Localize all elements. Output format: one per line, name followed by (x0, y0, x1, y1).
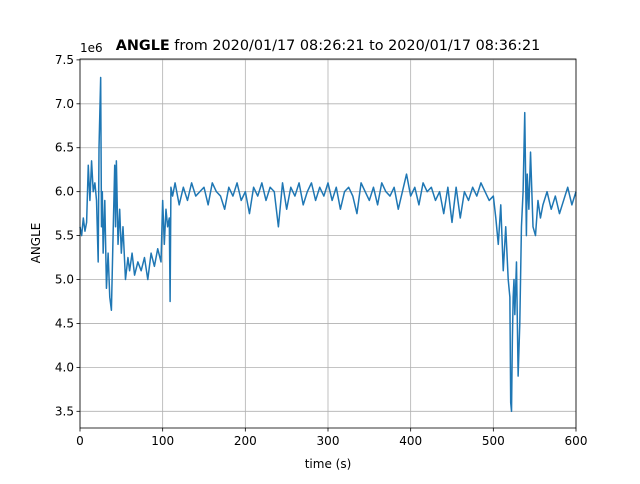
y-tick-label: 7.5 (55, 53, 74, 67)
x-tick-label: 400 (399, 434, 422, 448)
y-axis-label: ANGLE (29, 223, 43, 264)
x-tick-label: 0 (76, 434, 84, 448)
y-tick-label: 6.0 (55, 185, 74, 199)
y-tick-label: 3.5 (55, 404, 74, 418)
data-line (79, 76, 577, 413)
x-tick-label: 300 (317, 434, 340, 448)
y-tick-label: 4.5 (55, 316, 74, 330)
y-tick-label: 5.0 (55, 273, 74, 287)
x-axis-label: time (s) (305, 457, 352, 471)
title-text: from 2020/01/17 08:26:21 to 2020/01/17 0… (174, 38, 540, 54)
x-tick-label: 200 (234, 434, 257, 448)
x-tick-label: 500 (482, 434, 505, 448)
y-tick-label: 5.5 (55, 229, 74, 243)
y-offset-label: 1e6 (80, 41, 103, 55)
x-tick-label: 100 (151, 434, 174, 448)
title-variable: ANGLE (116, 38, 170, 54)
y-tick-label: 6.5 (55, 141, 74, 155)
y-tick-label: 4.0 (55, 360, 74, 374)
x-tick-label: 600 (565, 434, 588, 448)
y-tick-label: 7.0 (55, 97, 74, 111)
chart-title: ANGLE from 2020/01/17 08:26:21 to 2020/0… (116, 38, 541, 54)
